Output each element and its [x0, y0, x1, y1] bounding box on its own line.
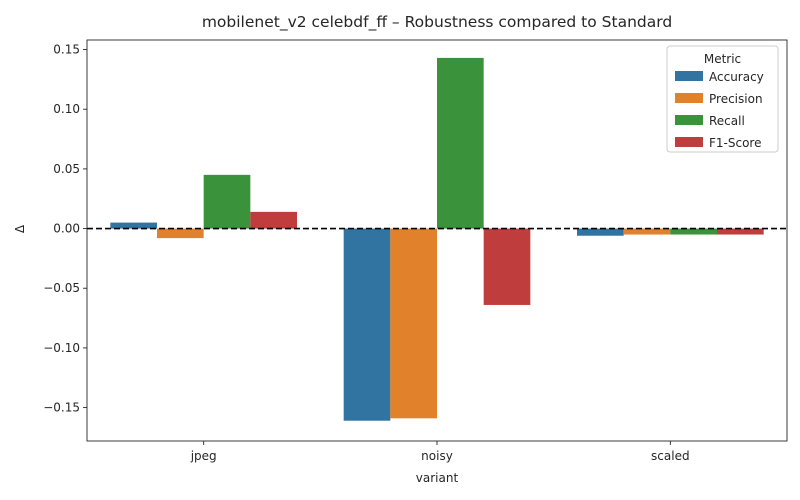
bar-accuracy-scaled [577, 228, 624, 236]
legend-swatch-accuracy [675, 71, 703, 81]
y-tick-label: −0.15 [43, 401, 80, 415]
legend-swatch-precision [675, 93, 703, 103]
legend-swatch-recall [675, 115, 703, 125]
bar-accuracy-jpeg [110, 222, 157, 229]
legend-label-f1-score: F1-Score [709, 136, 761, 150]
bar-accuracy-noisy [343, 228, 391, 421]
chart-title: mobilenet_v2 celebdf_ff – Robustness com… [202, 13, 672, 32]
legend: Metric Accuracy Precision Recall F1-Score [666, 45, 779, 153]
bar-recall-noisy [437, 57, 484, 229]
y-axis-label: Δ [13, 224, 27, 233]
legend-label-precision: Precision [709, 92, 763, 106]
y-tick-label: −0.05 [43, 281, 80, 295]
y-tick-label: 0.05 [53, 162, 80, 176]
legend-label-recall: Recall [709, 114, 745, 128]
bar-recall-scaled [670, 228, 717, 235]
bar-precision-noisy [390, 228, 437, 419]
y-tick-label: −0.10 [43, 341, 80, 355]
legend-label-accuracy: Accuracy [709, 70, 764, 84]
legend-swatch-f1-score [675, 137, 703, 147]
plot-area: −0.15 −0.10 −0.05 0.00 0.05 0.10 0.15 jpeg noisy… [43, 39, 788, 463]
bar-precision-jpeg [157, 228, 204, 239]
bar-f1-score-scaled [717, 228, 764, 235]
x-axis-label: variant [416, 471, 459, 485]
bar-precision-scaled [623, 228, 671, 235]
bar-f1-score-jpeg [250, 211, 297, 229]
bar-recall-jpeg [203, 174, 251, 229]
y-tick-label: 0.10 [53, 102, 80, 116]
y-tick-label: 0.00 [53, 222, 80, 236]
x-tick-label-jpeg: jpeg [190, 449, 217, 463]
x-tick-label-noisy: noisy [421, 449, 453, 463]
legend-title: Metric [704, 52, 741, 66]
bar-f1-score-noisy [483, 228, 531, 305]
x-tick-label-scaled: scaled [651, 449, 690, 463]
y-tick-label: 0.15 [53, 43, 80, 57]
